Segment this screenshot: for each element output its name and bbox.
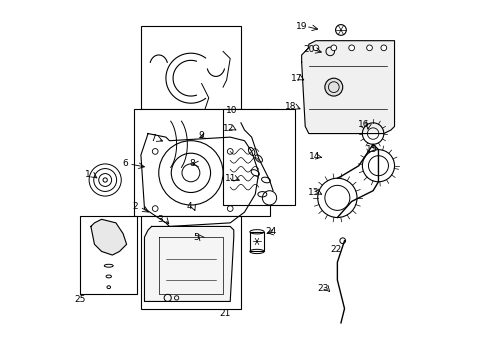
Text: 13: 13 bbox=[308, 188, 319, 197]
Bar bbox=[141, 26, 241, 109]
Text: 1: 1 bbox=[85, 170, 91, 179]
Text: 3: 3 bbox=[157, 215, 163, 224]
Text: 15: 15 bbox=[365, 145, 376, 154]
Circle shape bbox=[324, 78, 342, 96]
Text: 14: 14 bbox=[308, 152, 319, 161]
Polygon shape bbox=[301, 41, 394, 134]
Text: 19: 19 bbox=[295, 22, 307, 31]
Text: 25: 25 bbox=[74, 295, 86, 304]
Text: 23: 23 bbox=[317, 284, 328, 293]
Text: 22: 22 bbox=[329, 245, 341, 254]
Text: 11: 11 bbox=[224, 174, 236, 183]
Text: 16: 16 bbox=[358, 120, 369, 129]
Circle shape bbox=[380, 45, 386, 51]
Polygon shape bbox=[91, 219, 126, 255]
Bar bbox=[141, 216, 241, 309]
Text: 5: 5 bbox=[193, 233, 199, 242]
Polygon shape bbox=[144, 226, 233, 301]
Text: 21: 21 bbox=[219, 310, 230, 319]
Circle shape bbox=[348, 45, 354, 51]
Bar bbox=[249, 232, 264, 251]
Circle shape bbox=[330, 45, 336, 51]
Circle shape bbox=[312, 45, 318, 51]
Bar bbox=[80, 216, 137, 294]
Bar bbox=[134, 109, 269, 216]
Text: 24: 24 bbox=[265, 227, 276, 236]
Text: 8: 8 bbox=[189, 159, 195, 168]
Bar bbox=[223, 109, 294, 205]
Text: 18: 18 bbox=[285, 102, 296, 111]
Text: 4: 4 bbox=[186, 202, 192, 211]
Text: 12: 12 bbox=[222, 124, 234, 133]
Text: 7: 7 bbox=[150, 134, 156, 143]
Text: 20: 20 bbox=[303, 45, 314, 54]
Text: 6: 6 bbox=[122, 159, 127, 168]
Text: 10: 10 bbox=[226, 106, 237, 115]
Text: 9: 9 bbox=[198, 131, 204, 140]
Text: 2: 2 bbox=[132, 202, 138, 211]
Circle shape bbox=[366, 45, 372, 51]
Text: 17: 17 bbox=[290, 74, 302, 83]
